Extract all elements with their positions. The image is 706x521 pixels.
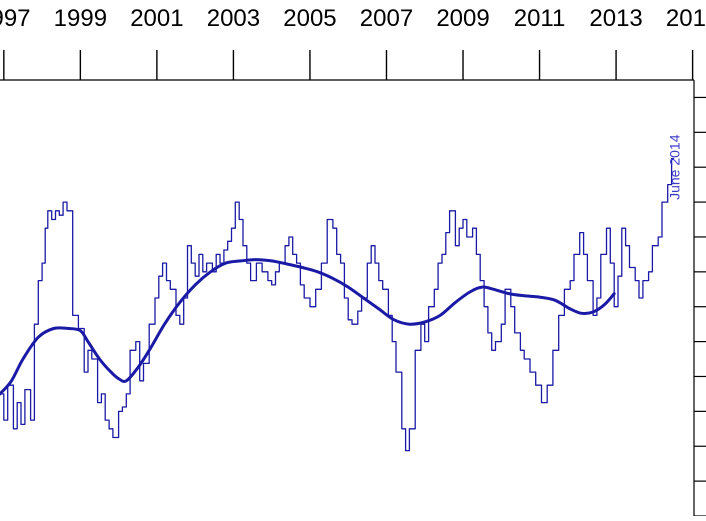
x-tick-label: 2003 xyxy=(207,5,260,32)
x-tick-label: 2009 xyxy=(436,5,489,32)
x-tick-label: 2005 xyxy=(283,5,336,32)
annotation-label: June 2014 xyxy=(666,134,682,200)
x-tick-label: 2007 xyxy=(360,5,413,32)
series-group xyxy=(0,157,675,452)
x-tick-label: 1997 xyxy=(0,5,31,32)
x-tick-label: 2015 xyxy=(666,5,706,32)
x-tick-label: 2013 xyxy=(589,5,642,32)
series-line-smoothed xyxy=(0,258,616,396)
y-tick-marks xyxy=(694,96,706,517)
x-tick-label: 1999 xyxy=(54,5,107,32)
x-tick-labels: 1997 1999 2001 2003 2005 2007 2009 2011 2013 2015 xyxy=(0,5,706,32)
x-tick-label: 2011 xyxy=(514,5,566,32)
x-tick-marks xyxy=(3,50,694,80)
series-line-monthly xyxy=(0,157,675,452)
x-tick-label: 2001 xyxy=(130,5,183,32)
